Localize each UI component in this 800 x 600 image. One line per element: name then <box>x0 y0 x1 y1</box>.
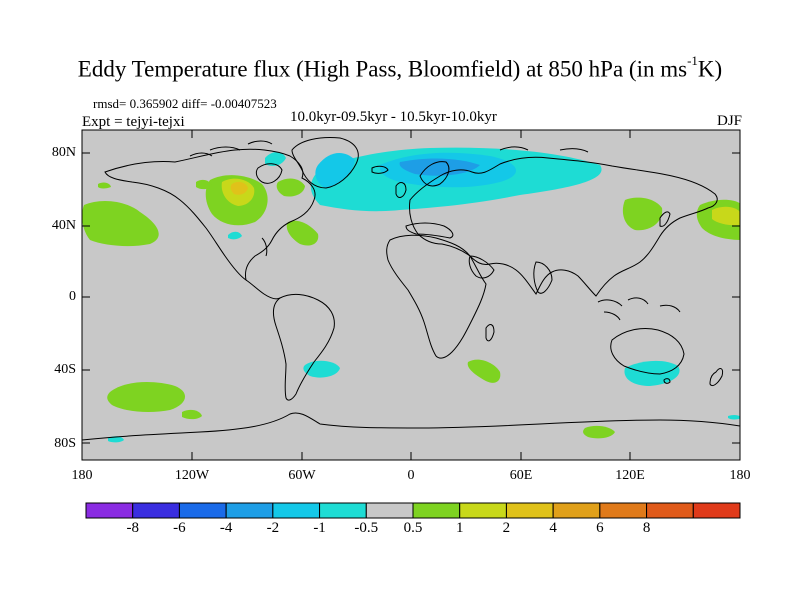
canada-orange-core <box>230 181 248 195</box>
colorbar-swatch <box>132 502 180 519</box>
plot-title: Eddy Temperature flux (High Pass, Bloomf… <box>77 53 723 82</box>
colorbar-swatch <box>319 502 367 519</box>
colorbar-tick-label: -0.5 <box>354 520 379 536</box>
colorbar-tick-label: 1 <box>455 520 464 536</box>
colorbar-tick-label: -8 <box>126 520 139 536</box>
period-label: 10.0kyr-09.5kyr - 10.5kyr-10.0kyr <box>290 109 497 125</box>
lat-label-40n: 40N <box>51 218 76 233</box>
colorbar-swatch <box>552 502 601 519</box>
lon-label-60e: 60E <box>509 468 533 483</box>
lat-label-80n: 80N <box>51 145 76 160</box>
australia-coast <box>610 327 685 375</box>
central-america-coast <box>245 279 281 300</box>
iceland-coast <box>371 165 389 174</box>
north-america-negative-anomaly <box>228 231 242 240</box>
southeast-asia-islands <box>597 297 681 321</box>
colorbar-tick-label: 6 <box>596 520 604 536</box>
axis-ticks <box>82 130 740 460</box>
colorbar-swatch <box>599 502 648 519</box>
colorbar-tick-label: 8 <box>642 520 651 536</box>
lon-label-60w: 60W <box>288 468 316 483</box>
colorbar-swatch <box>692 502 741 519</box>
colorbar-swatch <box>272 502 321 519</box>
colorbar-tick-label: 0.5 <box>403 520 423 536</box>
greenland-coast <box>291 137 359 189</box>
antarctica-coast <box>82 412 740 441</box>
eurasia-coast <box>409 156 718 297</box>
lon-label-180w: 180 <box>71 468 93 483</box>
japan-positive-anomaly <box>622 197 663 231</box>
indian-ocean-positive-anomaly <box>467 359 501 383</box>
great-lakes-positive-anomaly <box>276 178 305 197</box>
colorbar-tick-label: -6 <box>173 520 186 536</box>
hudson-bay-coast <box>255 163 283 184</box>
colorbar-tick-label: -1 <box>313 520 326 536</box>
madagascar-coast <box>485 324 495 342</box>
southern-ocean-positive-anomaly <box>583 425 615 439</box>
south-pacific-small-positive <box>182 409 202 420</box>
hudson-negative-anomaly <box>265 152 286 166</box>
colorbar-tick-label: -2 <box>266 520 280 536</box>
colorbar-swatch <box>505 502 554 519</box>
lon-label-120e: 120E <box>615 468 645 483</box>
south-pacific-positive-anomaly <box>107 382 186 413</box>
lon-label-0: 0 <box>407 468 415 483</box>
lon-label-180e: 180 <box>729 468 751 483</box>
north-pacific-east-yellow-core <box>712 206 740 226</box>
rmsd-diff-label: rmsd= 0.365902 diff= -0.00407523 <box>93 96 277 111</box>
india-coast <box>533 261 553 294</box>
south-america-coast <box>272 293 335 401</box>
arctic-negative-core <box>399 158 480 176</box>
greenland-sea-negative-anomaly <box>315 153 355 188</box>
coastlines <box>82 137 740 441</box>
uk-coast <box>395 182 407 198</box>
tasmania-coast <box>663 378 671 384</box>
atlantic-positive-anomaly <box>286 220 319 246</box>
africa-coast <box>386 234 487 359</box>
experiment-label: Expt = tejyi-tejxi <box>82 114 185 130</box>
colorbar-tick-label: 2 <box>502 520 511 536</box>
lon-label-120w: 120W <box>174 468 210 483</box>
colorbar-swatch <box>225 502 274 519</box>
colorbar-swatch <box>646 502 694 519</box>
lat-label-0: 0 <box>69 289 76 304</box>
colorbar-swatch <box>412 502 461 519</box>
season-label: DJF <box>716 113 742 129</box>
colorbar-swatch <box>178 502 227 519</box>
colorbar-swatch <box>459 502 507 519</box>
arctic-islands <box>189 140 589 157</box>
lat-label-40s: 40S <box>54 362 76 377</box>
colorbar-tick-label: 4 <box>549 520 557 536</box>
arabia-coast <box>468 255 495 279</box>
lat-label-80s: 80S <box>54 436 76 451</box>
colorbar-swatch <box>85 502 134 519</box>
mediterranean-coast <box>405 222 454 239</box>
north-america-coast <box>104 148 316 282</box>
florida-coast <box>261 237 268 257</box>
bering-positive-anomaly <box>98 182 111 189</box>
north-pacific-positive-anomaly <box>82 200 159 247</box>
alaska-positive-anomaly <box>196 179 212 190</box>
japan-coast <box>659 211 671 227</box>
new-zealand-coast <box>709 368 723 387</box>
colorbar-tick-label: -4 <box>219 520 233 536</box>
scandinavia-coast <box>419 161 450 187</box>
colorbar-swatch <box>365 502 414 519</box>
indian-ocean-negative-anomaly <box>728 414 740 420</box>
anomaly-blobs <box>82 147 740 443</box>
